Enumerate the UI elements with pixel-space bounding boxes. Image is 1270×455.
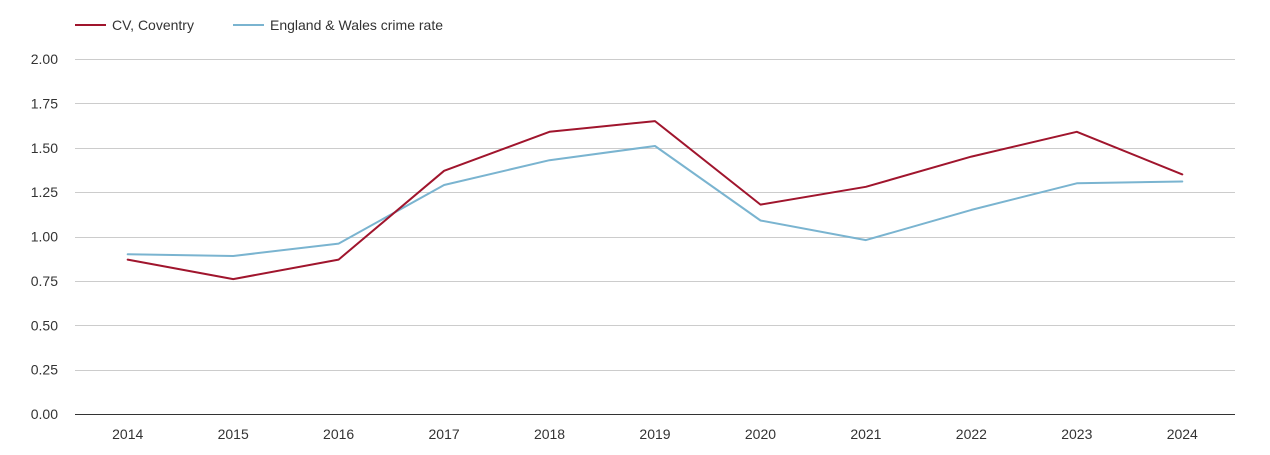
coventry-point-2021 [863, 184, 869, 190]
x-tick-label: 2017 [429, 426, 460, 442]
y-tick-label: 1.25 [31, 184, 58, 200]
x-tick-label: 2021 [850, 426, 881, 442]
coventry-point-2024 [1179, 171, 1185, 177]
series-line-coventry [126, 120, 1184, 281]
y-tick-label: 1.00 [31, 229, 58, 245]
y-axis-tick-labels: 0.00 0.25 0.50 0.75 1.00 1.25 1.50 1.75 2.00 [31, 51, 58, 422]
x-tick-label: 2016 [323, 426, 354, 442]
coventry-point-2014 [125, 257, 131, 263]
x-tick-label: 2018 [534, 426, 565, 442]
england-wales-point-2018 [547, 157, 553, 163]
england-wales-point-2016 [336, 241, 342, 247]
y-tick-label: 0.50 [31, 317, 58, 333]
coventry-point-2016 [336, 257, 342, 263]
y-tick-label: 0.75 [31, 273, 58, 289]
series-line-england-wales [126, 145, 1184, 257]
y-tick-label: 1.75 [31, 95, 58, 111]
england-wales-point-2017 [441, 182, 447, 188]
england-wales-point-2019 [652, 143, 658, 149]
y-tick-label: 0.00 [31, 406, 58, 422]
coventry-point-2017 [441, 168, 447, 174]
england-wales-point-2015 [230, 253, 236, 259]
x-axis-tick-labels: 2014 2015 2016 2017 2018 2019 2020 2021 2022 2023… [112, 426, 1198, 442]
legend-label-coventry: CV, Coventry [112, 17, 194, 33]
y-tick-label: 0.25 [31, 362, 58, 378]
x-tick-label: 2024 [1167, 426, 1198, 442]
y-tick-label: 2.00 [31, 51, 58, 67]
coventry-point-2018 [547, 129, 553, 135]
x-tick-label: 2020 [745, 426, 776, 442]
legend-label-england-wales: England & Wales crime rate [270, 17, 443, 33]
coventry-point-2023 [1074, 129, 1080, 135]
series-layer [125, 118, 1185, 282]
gridlines [75, 59, 1235, 371]
x-tick-label: 2023 [1061, 426, 1092, 442]
y-tick-label: 1.50 [31, 140, 58, 156]
england-wales-point-2022 [968, 207, 974, 213]
x-tick-label: 2015 [218, 426, 249, 442]
coventry-point-2015 [230, 276, 236, 282]
coventry-point-2019 [652, 118, 658, 124]
england-wales-point-2020 [757, 218, 763, 224]
england-wales-point-2024 [1179, 178, 1185, 184]
coventry-point-2022 [968, 154, 974, 160]
england-wales-point-2023 [1074, 180, 1080, 186]
england-wales-point-2021 [863, 237, 869, 243]
x-tick-label: 2022 [956, 426, 987, 442]
legend: CV, Coventry England & Wales crime rate [75, 17, 443, 33]
x-tick-label: 2019 [639, 426, 670, 442]
coventry-point-2020 [757, 202, 763, 208]
england-wales-point-2014 [125, 251, 131, 257]
x-tick-label: 2014 [112, 426, 143, 442]
